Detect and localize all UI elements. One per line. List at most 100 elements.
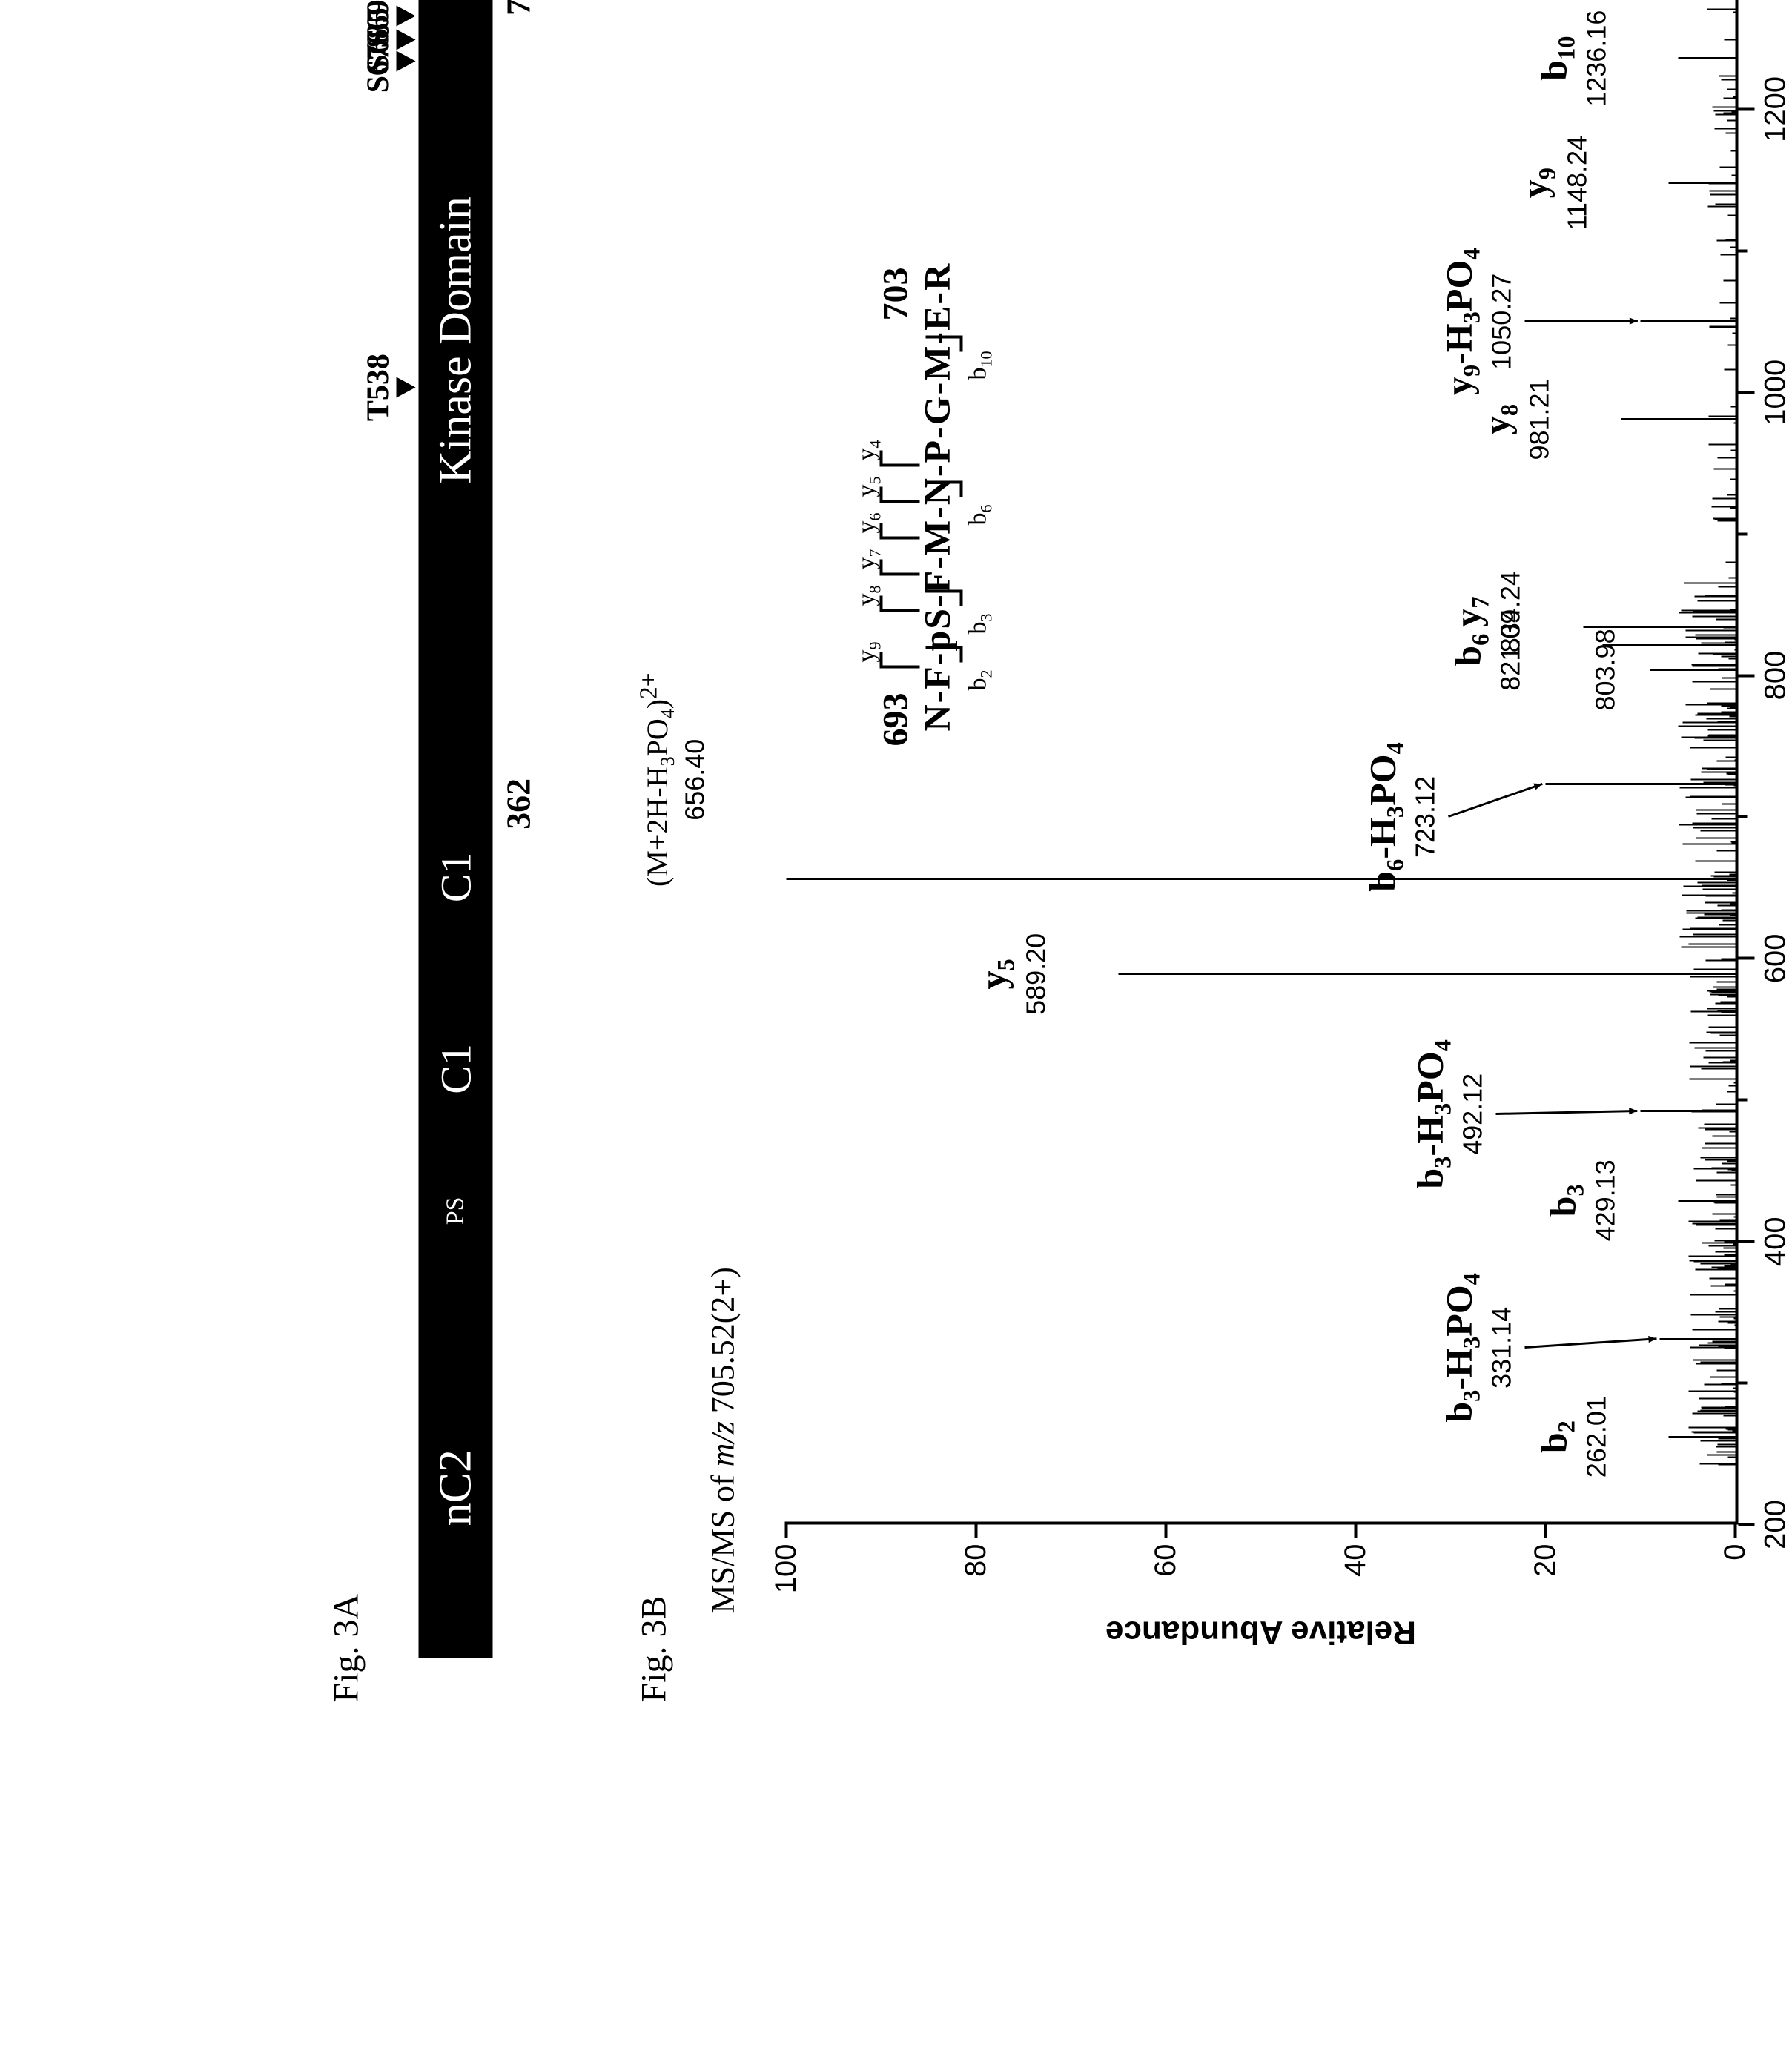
x-tick [1739, 957, 1755, 960]
noise-peak [1690, 795, 1735, 797]
noise-peak [1730, 507, 1736, 509]
peak-annotation: b101236.16 [1532, 10, 1612, 107]
noise-peak [1679, 612, 1736, 613]
site-arrow [397, 50, 416, 71]
x-tick [1739, 674, 1755, 677]
noise-peak [1701, 1068, 1735, 1069]
noise-peak [1725, 1429, 1735, 1430]
noise-peak [1698, 881, 1736, 883]
noise-peak [1734, 1325, 1735, 1326]
noise-peak [1693, 1359, 1736, 1360]
noise-peak [1695, 634, 1735, 635]
x-tick-minor [1739, 1382, 1748, 1385]
x-tick-label: 1200 [1759, 76, 1792, 142]
noise-peak [1727, 1161, 1736, 1162]
noise-peak [1726, 756, 1736, 758]
noise-peak [1697, 813, 1736, 814]
peak [1679, 57, 1736, 59]
figure-3a: Fig. 3A T538S676S685S695 nC2PSC1C1Kinase… [326, 0, 545, 1703]
noise-peak [1693, 933, 1736, 935]
peak [1621, 418, 1736, 420]
noise-peak [1724, 279, 1736, 281]
y-axis-title: Relative Abundance [1105, 1614, 1416, 1651]
noise-peak [1712, 1136, 1735, 1137]
noise-peak [1716, 1370, 1735, 1372]
b-bracket [920, 472, 972, 502]
x-tick [1739, 391, 1755, 394]
noise-peak [1722, 1163, 1736, 1165]
noise-peak [1710, 1377, 1736, 1378]
noise-peak [1716, 113, 1736, 115]
noise-peak [1696, 838, 1735, 839]
noise-peak [1699, 1463, 1735, 1465]
noise-peak [1709, 1027, 1736, 1028]
noise-peak [1700, 1440, 1735, 1441]
noise-peak [1724, 368, 1736, 370]
noise-peak [1715, 203, 1735, 205]
noise-peak [1729, 715, 1735, 717]
y-ion-label: y8 [853, 585, 885, 606]
noise-peak [1716, 1446, 1735, 1447]
noise-peak [1725, 1311, 1736, 1312]
noise-peak [1727, 996, 1735, 997]
fig-3a-label: Fig. 3A [326, 0, 367, 1703]
noise-peak [1717, 721, 1735, 722]
domain-bar-container: T538S676S685S695 nC2PSC1C1Kinase Domain … [397, 0, 545, 1658]
noise-peak [1727, 494, 1735, 496]
peak-annotation: b3-H3PO4492.12 [1409, 1039, 1489, 1189]
peak [1546, 783, 1736, 785]
noise-peak [1717, 1452, 1736, 1453]
noise-peak [1707, 1008, 1735, 1009]
noise-peak [1732, 332, 1735, 334]
noise-peak [1713, 107, 1736, 108]
peak-annotation: b3-H3PO4331.14 [1437, 1273, 1517, 1423]
noise-peak [1698, 712, 1736, 714]
noise-peak [1719, 1308, 1735, 1309]
noise-peak [1706, 718, 1735, 720]
site-arrow [397, 377, 416, 398]
noise-peak [1705, 959, 1735, 961]
noise-peak [1712, 1214, 1735, 1215]
x-tick-label: 1000 [1759, 360, 1792, 426]
y-ion-label: y7 [853, 549, 885, 569]
noise-peak [1708, 1062, 1735, 1064]
b-bracket [920, 581, 972, 611]
peak-annotation: b3429.13 [1541, 1159, 1621, 1241]
noise-peak [1693, 666, 1736, 667]
spectrum-title-prefix: MS/MS of [705, 1466, 741, 1613]
noise-peak [1725, 1265, 1736, 1267]
noise-peak [1720, 167, 1736, 168]
noise-peak [1714, 1240, 1735, 1241]
domain-bar: nC2PSC1C1Kinase Domain [419, 0, 493, 1658]
noise-peak [1725, 739, 1735, 741]
noise-peak [1707, 1032, 1736, 1033]
noise-peak [1702, 1147, 1736, 1148]
noise-peak [1721, 706, 1735, 707]
noise-peak [1707, 206, 1735, 208]
b-ion-label: b2 [965, 669, 996, 690]
noise-peak [1711, 1286, 1736, 1287]
noise-peak [1705, 1124, 1736, 1125]
noise-peak [1700, 1263, 1735, 1264]
noise-peak [1692, 681, 1735, 682]
noise-peak [1716, 1228, 1736, 1230]
noise-peak [1716, 1104, 1735, 1105]
noise-peak [1702, 1242, 1736, 1243]
noise-peak [1693, 1413, 1736, 1415]
noise-peak [1700, 1157, 1735, 1158]
annotation-arrow [1510, 1324, 1671, 1363]
noise-peak [1732, 892, 1735, 893]
noise-peak [1729, 1131, 1735, 1132]
domain-segment: PS [419, 1175, 493, 1246]
noise-peak [1710, 993, 1735, 995]
y-tick-label: 20 [1529, 1544, 1562, 1578]
noise-peak [1719, 1346, 1736, 1347]
noise-peak [1705, 902, 1736, 904]
noise-peak [1709, 416, 1736, 417]
peak [1584, 626, 1736, 628]
y-tick-label: 40 [1339, 1544, 1372, 1578]
noise-peak [1727, 1322, 1735, 1323]
noise-peak [1707, 735, 1735, 737]
noise-peak [1717, 850, 1736, 852]
peak [1641, 320, 1736, 322]
